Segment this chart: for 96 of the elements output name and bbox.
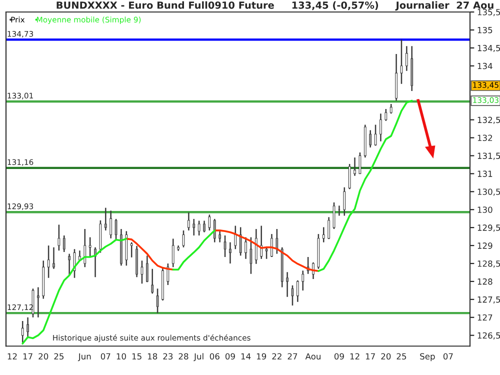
candlestick [239,226,242,256]
candlestick [265,246,268,260]
candlestick [229,242,232,264]
x-tick-label: Aou [305,353,320,360]
candlestick [224,234,226,258]
candlestick [104,207,107,232]
candlestick [198,220,200,236]
x-tick-label: 17 [23,353,32,360]
y-tick-label: 134,5 [478,44,500,52]
candlestick [369,130,372,148]
x-tick-label: 20 [381,353,391,360]
y-tick-label: 129 [478,242,492,249]
candlestick [234,225,237,250]
candlestick [354,156,356,176]
candlestick [208,214,211,232]
x-tick-label: 07 [443,353,453,360]
x-tick-label: 17 [366,353,375,360]
candlestick [322,226,325,243]
candlestick [110,210,112,239]
candlestick [286,271,288,298]
candlestick [250,236,252,275]
x-tick-label: 19 [256,353,266,360]
candlestick [62,234,66,253]
candlestick [26,316,29,338]
candlestick [218,230,222,243]
y-tick-label: 131,5 [478,152,500,160]
y-tick-label: 128 [478,278,492,285]
x-tick-label: 25 [54,353,64,360]
candlestick [254,228,258,264]
candlestick [302,270,304,292]
candlestick [332,202,336,230]
x-tick-label: 14 [241,353,251,360]
y-tick-label: 135,5 [478,8,500,16]
candlestick [358,152,362,175]
candlestick [348,163,351,190]
candlestick [172,238,174,268]
candlestick [192,218,196,236]
candlestick [146,254,148,283]
candlestick [52,246,55,270]
candlestick [188,212,190,232]
candlestick [36,286,40,318]
y-tick-label: 129,5 [478,224,500,232]
candlestick [374,124,377,146]
x-tick-label: 07 [100,353,110,360]
x-tick-label: Sep [420,353,435,362]
x-tick-label: 28 [178,353,188,360]
candlestick [244,236,247,260]
x-tick-label: 27 [288,353,298,360]
x-tick-label: 12 [8,353,17,360]
y-tick-label: 134 [478,62,492,70]
x-tick-label: 20 [38,353,48,360]
candlestick [47,244,50,278]
candlestick [296,280,299,303]
candlestick [151,268,154,294]
candlestick [166,262,170,286]
candlestick [384,108,388,122]
y-tick-label: 132,5 [478,116,500,124]
candlestick [390,103,392,114]
y-tick-label: 127,5 [478,296,500,304]
x-tick-label: 06 [210,353,220,360]
x-tick-label: 25 [396,353,406,360]
x-tick-label: Jun [78,353,91,362]
y-tick-label: 128,5 [478,260,500,268]
candlestick [405,46,408,72]
candlestick [203,220,206,233]
y-tick-label: 135 [478,26,492,34]
x-tick-label: 09 [334,353,344,360]
candlestick [21,320,24,344]
y-tick-label: 130,5 [478,188,500,196]
x-tick-label: 23 [163,353,173,360]
y-tick-label: 126,5 [478,332,500,340]
candlestick [140,260,144,284]
x-tick-label: Jul [194,353,204,362]
candlestick [88,236,92,258]
candlestick [213,218,216,243]
x-tick-label: 10 [116,353,126,360]
y-tick-label: 132 [478,134,492,142]
candlestick [312,262,314,280]
y-tick-label: 131 [478,170,492,177]
x-tick-label: 18 [148,353,158,360]
x-tick-label: 12 [350,353,360,360]
candlestick [276,228,278,254]
candlestick [68,253,71,276]
candlestick [380,113,382,142]
x-tick-label: 09 [225,353,235,360]
candlestick [58,224,60,252]
candlestick [156,288,159,314]
candlestick [84,228,86,268]
x-tick-label: 22 [272,353,282,360]
candlestick [114,218,118,242]
y-tick-label: 127 [478,314,492,321]
candlestick [343,186,346,216]
candlestick [130,242,133,258]
candlestick [328,216,330,240]
x-tick-label: 15 [132,353,142,360]
y-tick-label: 130 [478,206,492,213]
